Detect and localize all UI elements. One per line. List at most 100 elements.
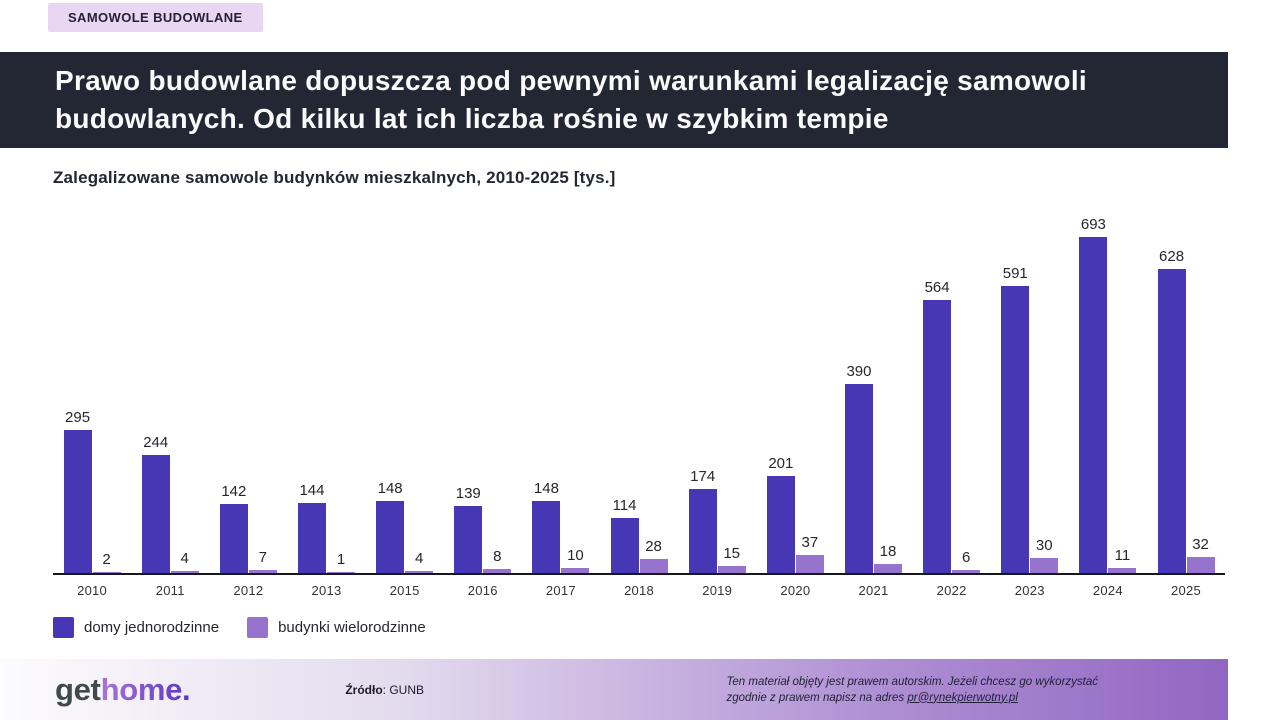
- contact-email-link[interactable]: pr@rynekpierwotny.pl: [907, 691, 1018, 704]
- x-tick-label: 2011: [155, 583, 185, 598]
- bar-value-label: 148: [533, 480, 559, 497]
- logo-part-get: get: [55, 671, 101, 707]
- bar-value-label: 139: [455, 485, 481, 502]
- headline-text: Prawo budowlane dopuszcza pod pewnymi wa…: [55, 65, 1087, 134]
- x-tick-label: 2019: [702, 583, 733, 598]
- bar-column: 7: [248, 549, 277, 573]
- bar-secondary: [873, 564, 902, 573]
- bar-value-label: 295: [65, 409, 91, 426]
- x-tick-label: 2021: [858, 583, 889, 598]
- bar-value-label: 144: [299, 482, 325, 499]
- legend-label-primary: domy jednorodzinne: [84, 619, 220, 636]
- bar-primary: [63, 430, 92, 573]
- legend-item-primary: domy jednorodzinne: [53, 617, 219, 638]
- bar-secondary: [1030, 558, 1059, 573]
- copyright-line2: zgodnie z prawem napisz na adres: [726, 691, 908, 704]
- bar-group-2010: 295 2: [53, 409, 131, 573]
- bar-value-label: 37: [801, 534, 819, 551]
- bar-group-2021: 390 18: [834, 363, 912, 573]
- bar-secondary: [405, 571, 434, 573]
- bar-column: 114: [610, 497, 639, 573]
- bar-value-label: 564: [924, 279, 950, 296]
- bar-column: 10: [561, 547, 590, 573]
- bar-primary: [766, 476, 795, 573]
- bar-secondary: [1186, 557, 1215, 573]
- bar-value-label: 693: [1080, 216, 1106, 233]
- bar-primary: [1157, 269, 1186, 573]
- bar-primary: [1079, 237, 1108, 573]
- bar-secondary: [1108, 568, 1137, 573]
- bar-value-label: 114: [612, 497, 637, 514]
- headline-banner: Prawo budowlane dopuszcza pod pewnymi wa…: [0, 52, 1228, 148]
- bar-group-2025: 628 32: [1147, 248, 1225, 573]
- topic-badge: SAMOWOLE BUDOWLANE: [48, 3, 263, 32]
- gethome-logo: gethome.: [55, 671, 191, 708]
- bar-value-label: 201: [768, 455, 794, 472]
- bar-group-2012: 142 7: [209, 483, 287, 573]
- bar-column: 591: [1001, 265, 1030, 573]
- x-tick-label: 2022: [936, 583, 967, 598]
- bar-value-label: 6: [961, 549, 971, 566]
- legend-label-secondary: budynki wielorodzinne: [278, 619, 426, 636]
- bar-column: 11: [1108, 547, 1137, 573]
- x-tick-label: 2025: [1171, 583, 1202, 598]
- bar-column: 6: [952, 549, 981, 573]
- bar-primary: [219, 504, 248, 573]
- bar-group-2018: 114 28: [600, 497, 678, 573]
- bar-primary: [454, 506, 483, 573]
- bar-primary: [1001, 286, 1030, 573]
- bar-column: 148: [376, 480, 405, 573]
- legend-item-secondary: budynki wielorodzinne: [247, 617, 426, 638]
- bar-column: 174: [688, 468, 717, 573]
- x-tick-label: 2024: [1092, 583, 1123, 598]
- logo-part-home: home.: [100, 671, 191, 707]
- bar-column: 4: [170, 550, 199, 573]
- source-value: : GUNB: [382, 682, 424, 697]
- bar-primary: [532, 501, 561, 573]
- bar-secondary: [170, 571, 199, 573]
- bar-column: 2: [92, 551, 121, 573]
- bar-value-label: 244: [143, 434, 169, 451]
- x-tick-label: 2012: [233, 583, 264, 598]
- bar-column: 201: [766, 455, 795, 573]
- legend-swatch-secondary: [247, 617, 269, 638]
- bar-column: 390: [844, 363, 873, 573]
- bar-column: 18: [873, 543, 902, 573]
- bar-group-2015: 148 4: [366, 480, 444, 573]
- bar-column: 8: [483, 548, 512, 573]
- bar-value-label: 174: [690, 468, 716, 485]
- bar-secondary: [795, 555, 824, 573]
- bar-value-label: 628: [1159, 248, 1185, 265]
- bar-value-label: 15: [723, 545, 741, 562]
- bar-column: 148: [532, 480, 561, 573]
- footer-bar: gethome. Źródło: GUNB Ten materiał objęt…: [0, 659, 1228, 720]
- bar-column: 693: [1079, 216, 1108, 573]
- bar-secondary: [717, 566, 746, 573]
- bar-secondary: [326, 572, 355, 573]
- bar-value-label: 4: [180, 550, 189, 567]
- x-tick-label: 2013: [311, 583, 342, 598]
- x-tick-label: 2020: [780, 583, 811, 598]
- bar-value-label: 148: [377, 480, 403, 497]
- bar-column: 15: [717, 545, 746, 573]
- bar-primary: [844, 384, 873, 573]
- bar-value-label: 390: [846, 363, 872, 380]
- bar-primary: [141, 455, 170, 573]
- bar-column: 32: [1186, 536, 1215, 573]
- bar-secondary: [92, 572, 121, 573]
- bar-value-label: 10: [567, 547, 584, 564]
- bar-column: 1: [326, 551, 355, 573]
- bar-value-label: 18: [879, 543, 897, 560]
- bar-group-2016: 139 8: [444, 485, 522, 573]
- bar-primary: [297, 503, 326, 573]
- bar-group-2017: 148 10: [522, 480, 600, 573]
- bar-value-label: 30: [1035, 537, 1053, 554]
- bar-value-label: 2: [102, 551, 111, 568]
- bar-value-label: 7: [258, 549, 268, 566]
- bar-column: 28: [639, 538, 668, 573]
- bar-group-2019: 174 15: [678, 468, 756, 573]
- bar-column: 30: [1030, 537, 1059, 573]
- bar-column: 628: [1157, 248, 1186, 573]
- bar-primary: [688, 489, 717, 573]
- chart-legend: domy jednorodzinne budynki wielorodzinne: [53, 617, 426, 638]
